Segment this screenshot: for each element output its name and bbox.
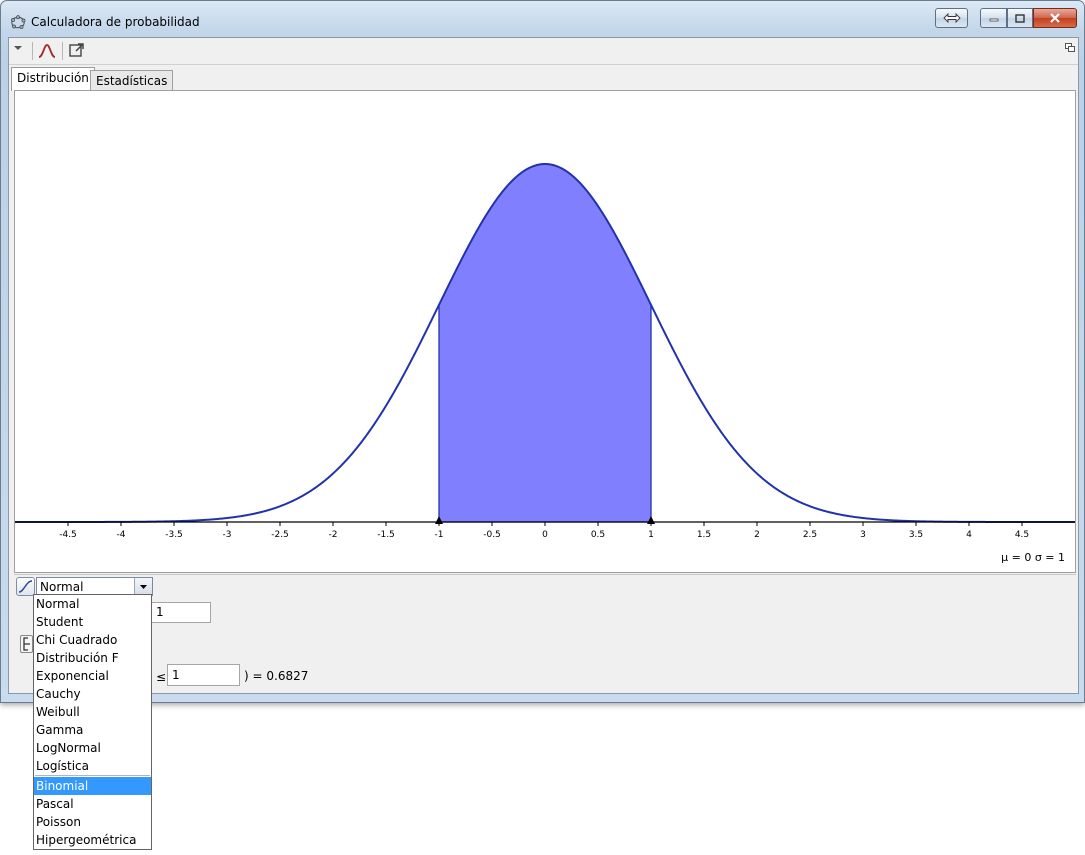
shaded-probability-area: [438, 163, 652, 523]
plot-svg[interactable]: -4.5 -4 -3.5 -3 -2.5 -2 -1.5 -1 -0.5 0 0.5 1 1.5 2 2.5…: [15, 91, 1075, 572]
close-icon: [1050, 13, 1060, 23]
maximize-icon: [1015, 13, 1025, 23]
close-button[interactable]: [1033, 8, 1077, 28]
x-tick-label: -1: [435, 530, 444, 540]
parameters-label: μ = 0 σ = 1: [1001, 551, 1065, 564]
tab-distribucion[interactable]: Distribución: [11, 67, 95, 91]
minimize-button[interactable]: [980, 8, 1007, 28]
cumulative-toggle-button[interactable]: [16, 577, 35, 596]
dropdown-option[interactable]: Gamma: [36, 723, 84, 737]
geogebra-app-icon: [11, 15, 26, 29]
cumulative-curve-icon: [18, 580, 33, 593]
distribution-select[interactable]: Normal: [36, 577, 153, 596]
dropdown-option[interactable]: Logística: [36, 759, 90, 773]
interval-marker: [435, 516, 443, 524]
x-tick-label: 0.5: [591, 530, 605, 540]
x-tick-label: 2.5: [803, 530, 817, 540]
undock-icon[interactable]: [1065, 43, 1075, 52]
distribution-curve-icon[interactable]: [37, 41, 57, 61]
distribution-dropdown-list[interactable]: Normal Student Chi Cuadrado Distribución F E…: [33, 594, 152, 850]
bracket-icon: [23, 637, 30, 651]
chevron-down-icon: [140, 585, 147, 589]
select-arrow[interactable]: [134, 578, 152, 595]
title-bar[interactable]: Calculadora de probabilidad: [1, 1, 1084, 37]
dock-toggle-button[interactable]: [935, 8, 968, 28]
x-tick-label: -1.5: [377, 530, 395, 540]
dropdown-option[interactable]: Chi Cuadrado: [36, 633, 118, 647]
x-tick-label: -0.5: [483, 530, 501, 540]
density-curve: [15, 162, 1075, 523]
swap-arrows-icon: [942, 13, 961, 23]
dropdown-option[interactable]: Hipergeométrica: [36, 833, 137, 847]
x-tick-label: 1.5: [697, 530, 711, 540]
dropdown-option[interactable]: LogNormal: [36, 741, 101, 755]
dropdown-option[interactable]: Distribución F: [36, 651, 119, 665]
menu-triangle-icon[interactable]: [13, 43, 23, 53]
minimize-icon: [989, 18, 998, 22]
x-tick-label: -3: [223, 530, 232, 540]
dropdown-option[interactable]: Poisson: [36, 815, 81, 829]
dropdown-option[interactable]: Normal: [36, 597, 80, 611]
controls-panel: Normal 1 ≤ 1 ) = 0.6827: [14, 574, 1076, 692]
parameter-input[interactable]: 1: [151, 602, 211, 623]
x-tick-label: 1: [648, 530, 654, 540]
tab-bar: Distribución Estadísticas: [9, 67, 1078, 91]
toolbar-separator: [32, 42, 33, 60]
interval-marker: [647, 516, 655, 524]
interval-type-button[interactable]: [20, 635, 33, 653]
upper-bound-input[interactable]: 1: [167, 664, 240, 686]
maximize-button[interactable]: [1007, 8, 1033, 28]
x-tick-label: 4.5: [1015, 530, 1029, 540]
toolbar: [9, 38, 1078, 65]
dropdown-option[interactable]: Binomial: [34, 777, 151, 795]
distribution-plot[interactable]: -4.5 -4 -3.5 -3 -2.5 -2 -1.5 -1 -0.5 0 0.5 1 1.5 2 2.5…: [14, 90, 1076, 573]
export-icon[interactable]: [68, 41, 86, 59]
dropdown-option[interactable]: Exponencial: [36, 669, 109, 683]
x-tick-label: 3.5: [909, 530, 923, 540]
x-tick-label: 4: [966, 530, 972, 540]
dropdown-option[interactable]: Cauchy: [36, 687, 81, 701]
x-tick-label: -4.5: [59, 530, 77, 540]
x-tick-label: -3.5: [165, 530, 183, 540]
dropdown-option[interactable]: Weibull: [36, 705, 80, 719]
x-tick-label: 0: [542, 530, 548, 540]
toolbar-separator: [62, 42, 63, 60]
distribution-select-value: Normal: [40, 580, 84, 594]
app-window: Calculadora de probabilidad Distribución…: [0, 0, 1085, 703]
x-tick-label: 3: [860, 530, 866, 540]
x-tick-label: -2: [329, 530, 338, 540]
x-tick-label: -2.5: [271, 530, 289, 540]
dropdown-option[interactable]: Student: [36, 615, 84, 629]
tab-estadisticas[interactable]: Estadísticas: [90, 70, 174, 91]
x-tick-label: -4: [117, 530, 126, 540]
client-area: Distribución Estadísticas -4.5 -4 -3.5 -3 -2…: [8, 37, 1079, 694]
window-title: Calculadora de probabilidad: [31, 15, 200, 29]
probability-result: ) = 0.6827: [244, 669, 309, 683]
dropdown-option[interactable]: Pascal: [36, 797, 74, 811]
dropdown-separator: [35, 775, 150, 777]
x-tick-label: 2: [754, 530, 760, 540]
less-equal-label: ≤: [156, 670, 167, 684]
